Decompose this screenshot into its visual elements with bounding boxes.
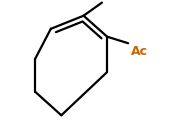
Text: Ac: Ac [131, 45, 148, 58]
Text: Me: Me [104, 0, 125, 1]
